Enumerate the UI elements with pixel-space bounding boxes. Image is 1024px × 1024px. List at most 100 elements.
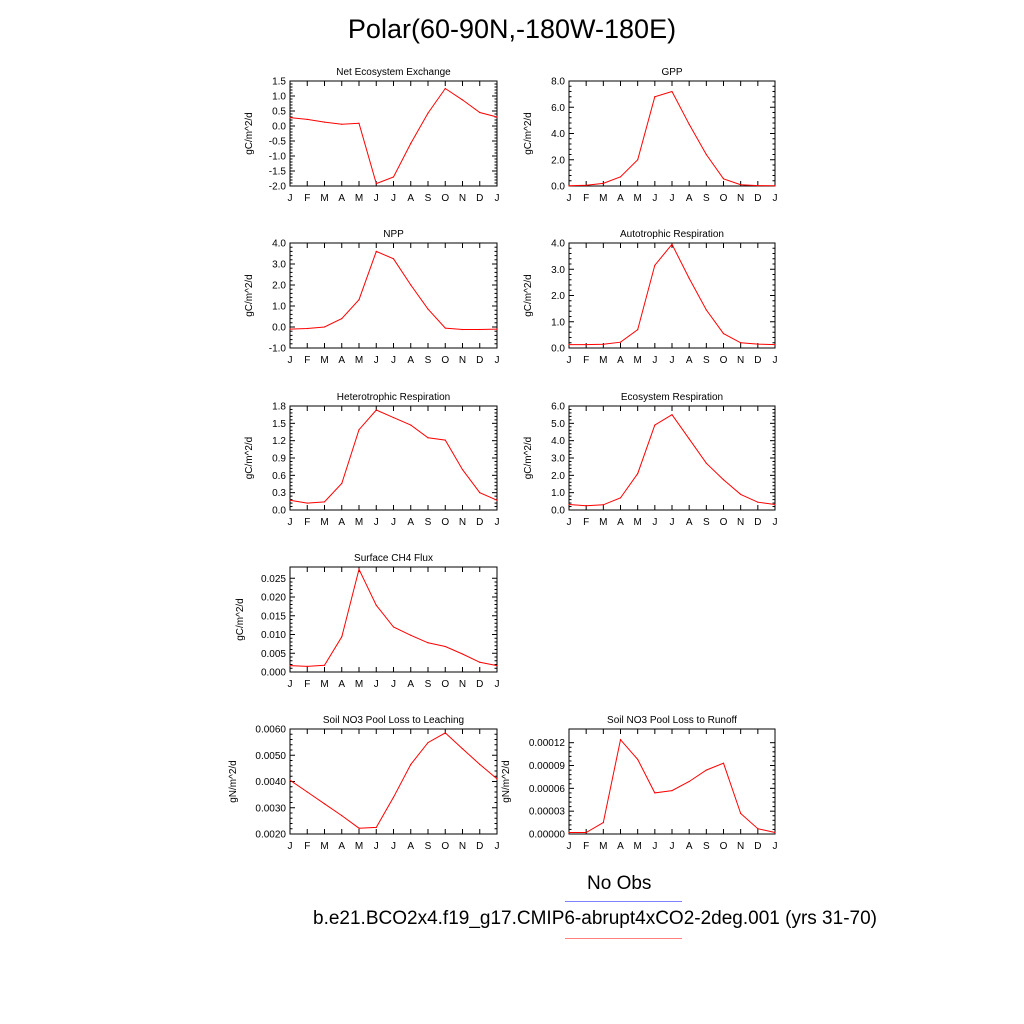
data-point bbox=[602, 821, 604, 824]
x-tick-label: O bbox=[720, 841, 728, 852]
x-tick-label: A bbox=[686, 193, 693, 204]
data-point bbox=[619, 341, 622, 343]
data-point bbox=[671, 243, 673, 245]
y-tick-label: 4.0 bbox=[551, 239, 565, 250]
y-tick-label: 1.2 bbox=[272, 436, 286, 447]
y-tick-label: 4.0 bbox=[551, 436, 565, 447]
y-tick-label: 0.0050 bbox=[255, 751, 286, 762]
data-point bbox=[461, 748, 464, 750]
data-point bbox=[740, 184, 742, 186]
data-point bbox=[392, 176, 395, 178]
data-point bbox=[757, 185, 759, 187]
y-tick-label: 1.0 bbox=[272, 302, 286, 313]
data-point bbox=[496, 778, 498, 780]
data-point bbox=[619, 176, 622, 178]
y-tick-label: 3.0 bbox=[551, 454, 565, 465]
x-tick-label: J bbox=[567, 193, 572, 204]
y-tick-label: 0.00012 bbox=[529, 738, 566, 749]
y-axis-label: gC/m^2/d bbox=[244, 437, 255, 480]
data-point bbox=[722, 762, 725, 764]
data-point bbox=[341, 482, 343, 485]
data-point bbox=[774, 503, 776, 506]
x-tick-label: J bbox=[495, 355, 500, 366]
y-tick-label: 0.0040 bbox=[255, 777, 286, 788]
y-axis-label: gC/m^2/d bbox=[523, 437, 534, 480]
data-point bbox=[341, 318, 343, 320]
series-line bbox=[289, 87, 498, 185]
data-point bbox=[568, 503, 570, 506]
data-point bbox=[323, 326, 326, 328]
x-tick-label: D bbox=[476, 517, 483, 528]
legend-no-obs-line bbox=[565, 901, 682, 902]
x-tick-label: O bbox=[720, 193, 728, 204]
y-tick-label: 2.0 bbox=[551, 155, 565, 166]
x-tick-label: J bbox=[374, 517, 379, 528]
y-tick-label: 5.0 bbox=[551, 419, 565, 430]
x-tick-label: S bbox=[703, 355, 710, 366]
data-point bbox=[306, 791, 308, 793]
y-tick-label: 0.00006 bbox=[529, 784, 566, 795]
data-point bbox=[688, 780, 690, 783]
y-tick-label: 0.9 bbox=[272, 454, 286, 465]
x-tick-label: J bbox=[374, 193, 379, 204]
x-tick-label: A bbox=[407, 841, 414, 852]
x-tick-label: M bbox=[633, 193, 641, 204]
x-tick-label: J bbox=[374, 679, 379, 690]
x-tick-label: S bbox=[703, 193, 710, 204]
x-tick-label: F bbox=[304, 841, 310, 852]
x-tick-label: M bbox=[633, 517, 641, 528]
data-point bbox=[722, 178, 725, 180]
data-point bbox=[602, 343, 604, 345]
data-point bbox=[479, 661, 481, 663]
x-tick-label: M bbox=[599, 193, 607, 204]
x-tick-label: O bbox=[720, 517, 728, 528]
x-tick-label: J bbox=[773, 193, 778, 204]
data-point bbox=[323, 121, 326, 123]
y-tick-label: 0.015 bbox=[261, 611, 286, 622]
x-tick-label: D bbox=[754, 841, 761, 852]
data-point bbox=[705, 309, 707, 311]
data-point bbox=[688, 277, 690, 280]
y-axis-label: gN/m^2/d bbox=[501, 760, 512, 803]
data-point bbox=[496, 499, 498, 501]
x-tick-label: A bbox=[617, 841, 624, 852]
y-tick-label: 0.0 bbox=[272, 323, 286, 334]
data-point bbox=[341, 636, 343, 638]
y-tick-label: 0.0 bbox=[272, 506, 286, 517]
data-point bbox=[585, 831, 587, 834]
data-point bbox=[444, 439, 446, 441]
x-tick-label: J bbox=[288, 355, 293, 366]
x-tick-label: J bbox=[495, 679, 500, 690]
x-tick-label: J bbox=[495, 193, 500, 204]
x-tick-label: A bbox=[686, 355, 693, 366]
x-tick-label: N bbox=[459, 841, 466, 852]
y-tick-label: 0.000 bbox=[261, 668, 286, 679]
y-tick-label: 0.6 bbox=[272, 471, 286, 482]
x-tick-label: F bbox=[304, 193, 310, 204]
x-tick-label: F bbox=[304, 517, 310, 528]
y-tick-label: 1.0 bbox=[551, 317, 565, 328]
data-point bbox=[323, 664, 326, 666]
y-tick-label: 0.005 bbox=[261, 649, 286, 660]
x-tick-label: J bbox=[288, 517, 293, 528]
data-point bbox=[306, 118, 308, 120]
data-point bbox=[410, 763, 412, 766]
data-point bbox=[774, 343, 776, 346]
data-point bbox=[323, 803, 326, 805]
data-point bbox=[375, 183, 377, 185]
data-point bbox=[602, 504, 604, 506]
legend-no-obs-label: No Obs bbox=[587, 873, 652, 894]
data-point bbox=[427, 437, 429, 439]
x-tick-label: J bbox=[670, 517, 675, 528]
x-tick-label: M bbox=[355, 517, 363, 528]
data-point bbox=[427, 642, 429, 644]
data-point bbox=[496, 116, 498, 118]
y-tick-label: 0.0030 bbox=[255, 803, 286, 814]
x-tick-label: D bbox=[476, 841, 483, 852]
data-point bbox=[705, 769, 707, 771]
x-tick-label: A bbox=[338, 679, 345, 690]
x-tick-label: A bbox=[338, 355, 345, 366]
x-tick-label: A bbox=[407, 193, 414, 204]
